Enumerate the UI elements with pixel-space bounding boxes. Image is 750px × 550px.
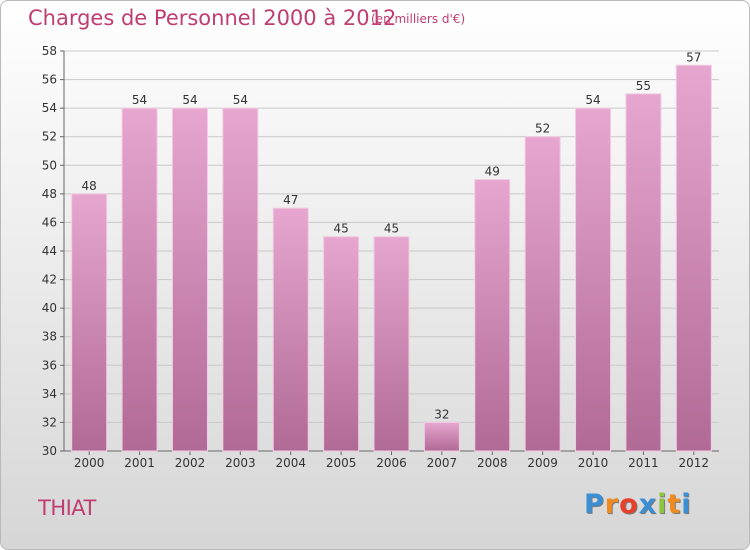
logo-letter: P (584, 489, 605, 520)
x-tick-label: 2004 (275, 456, 306, 470)
bar-value-label: 54 (233, 93, 248, 107)
y-tick-label: 48 (42, 187, 57, 201)
y-tick-label: 56 (42, 73, 57, 87)
bar (373, 236, 410, 452)
y-tick-label: 32 (42, 415, 57, 429)
logo-letter: x (638, 489, 658, 520)
bar (323, 236, 360, 452)
bar-value-label: 54 (585, 93, 600, 107)
bars: 48 54 54 54 47 45 45 32 49 52 54 55 57 (71, 50, 712, 452)
bar-value-label: 57 (686, 50, 701, 64)
x-tick-label: 2012 (679, 456, 710, 470)
y-tick-label: 58 (42, 44, 57, 58)
bar-value-label: 52 (535, 122, 550, 136)
x-tick-label: 2002 (175, 456, 206, 470)
bar-value-label: 48 (82, 179, 97, 193)
x-tick-label: 2008 (477, 456, 508, 470)
y-tick-label: 54 (42, 101, 57, 115)
chart-title: Charges de Personnel 2000 à 2012 (28, 6, 397, 30)
x-tick-label: 2001 (124, 456, 155, 470)
x-tick-label: 2011 (628, 456, 659, 470)
y-tick-label: 36 (42, 358, 57, 372)
logo-letter: t (667, 489, 682, 520)
bar-value-label: 45 (333, 222, 348, 236)
bar (524, 136, 561, 452)
logo-letter: r (604, 489, 620, 520)
y-tick-label: 50 (42, 158, 57, 172)
bar (423, 421, 460, 452)
y-tick-label: 40 (42, 301, 57, 315)
y-tick-label: 42 (42, 273, 57, 287)
bar (71, 193, 108, 452)
x-tick-label: 2005 (326, 456, 357, 470)
y-tick-label: 46 (42, 215, 57, 229)
bar-value-label: 54 (182, 93, 197, 107)
bar-value-label: 49 (485, 165, 500, 179)
bar (575, 107, 612, 452)
x-tick-label: 2007 (427, 456, 458, 470)
bar (222, 107, 259, 452)
logo-letter: i (657, 489, 668, 520)
x-tick-label: 2003 (225, 456, 256, 470)
place-name: THIAT (38, 496, 96, 520)
proxiti-logo: Proxiti (584, 489, 692, 520)
bar (474, 179, 511, 452)
bar-value-label: 45 (384, 222, 399, 236)
chart-subtitle: (en milliers d'€) (371, 12, 466, 26)
x-tick-label: 2010 (578, 456, 609, 470)
y-tick-label: 34 (42, 387, 57, 401)
x-tick-label: 2000 (74, 456, 105, 470)
bar-value-label: 54 (132, 93, 147, 107)
x-tick-label: 2006 (376, 456, 407, 470)
y-tick-label: 30 (42, 444, 57, 458)
y-tick-label: 44 (42, 244, 57, 258)
bar (675, 64, 712, 452)
y-tick-label: 52 (42, 130, 57, 144)
bar-value-label: 55 (636, 79, 651, 93)
logo-letter: o (619, 489, 639, 520)
bar-value-label: 32 (434, 407, 449, 421)
logo-letter: i (681, 489, 692, 520)
bar (121, 107, 158, 452)
bar (171, 107, 208, 452)
bar (625, 93, 662, 452)
bar (272, 207, 309, 452)
bar-value-label: 47 (283, 193, 298, 207)
x-tick-label: 2009 (527, 456, 558, 470)
y-tick-label: 38 (42, 330, 57, 344)
